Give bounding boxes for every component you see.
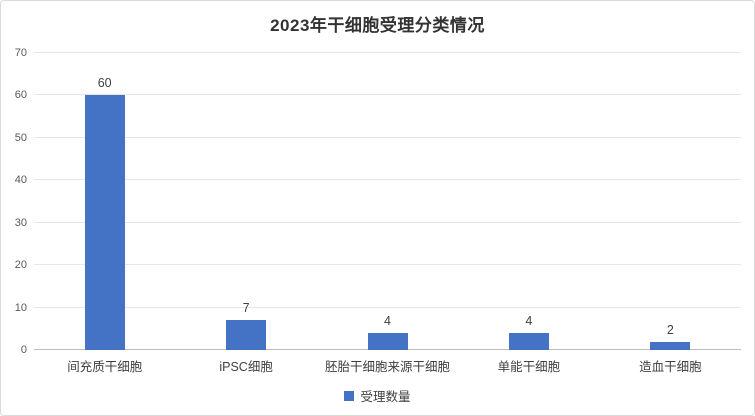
bar-1[interactable]: [84, 95, 125, 350]
bar-5[interactable]: [650, 341, 691, 350]
y-tick-label: 0: [20, 344, 27, 356]
bar-value-label: 4: [525, 314, 533, 329]
bar-2[interactable]: [226, 320, 267, 350]
x-category-label: iPSC细胞: [219, 360, 273, 374]
x-category-label: 间充质干细胞: [67, 360, 143, 374]
gridline: [34, 221, 741, 223]
legend-swatch-icon: [344, 390, 355, 401]
gridline: [34, 52, 741, 53]
gridline: [34, 306, 741, 308]
bar-value-label: 60: [97, 76, 112, 91]
legend[interactable]: 受理数量: [1, 386, 754, 405]
x-category-label: 造血干细胞: [639, 360, 702, 374]
x-category-label: 单能干细胞: [497, 360, 561, 374]
bar-value-label: 7: [242, 301, 250, 316]
y-tick-label: 10: [14, 301, 27, 314]
y-tick-label: 30: [14, 216, 27, 229]
y-tick-label: 60: [14, 89, 27, 102]
chart-title: 2023年干细胞受理分类情况: [270, 16, 485, 35]
gridline: [34, 179, 741, 181]
legend-label: 受理数量: [360, 390, 411, 404]
plot-area: 0 10 20 30 40 50 60 70 60 7 4 4 2: [15, 47, 741, 356]
bar-value-label: 4: [384, 314, 391, 329]
gridline: [34, 264, 741, 266]
y-tick-label: 50: [14, 131, 27, 144]
bar-4[interactable]: [508, 333, 549, 350]
y-tick-label: 20: [14, 259, 27, 272]
bar-value-label: 2: [666, 322, 674, 337]
gridline: [34, 136, 741, 138]
bar-3[interactable]: [367, 333, 408, 350]
y-tick-label: 70: [14, 47, 27, 59]
x-axis-labels: 间充质干细胞 iPSC细胞 胚胎干细胞来源干细胞 单能干细胞 造血干细胞: [34, 356, 741, 375]
gridline: [34, 94, 741, 96]
x-category-label: 胚胎干细胞来源干细胞: [325, 360, 451, 374]
y-tick-label: 40: [14, 174, 27, 187]
